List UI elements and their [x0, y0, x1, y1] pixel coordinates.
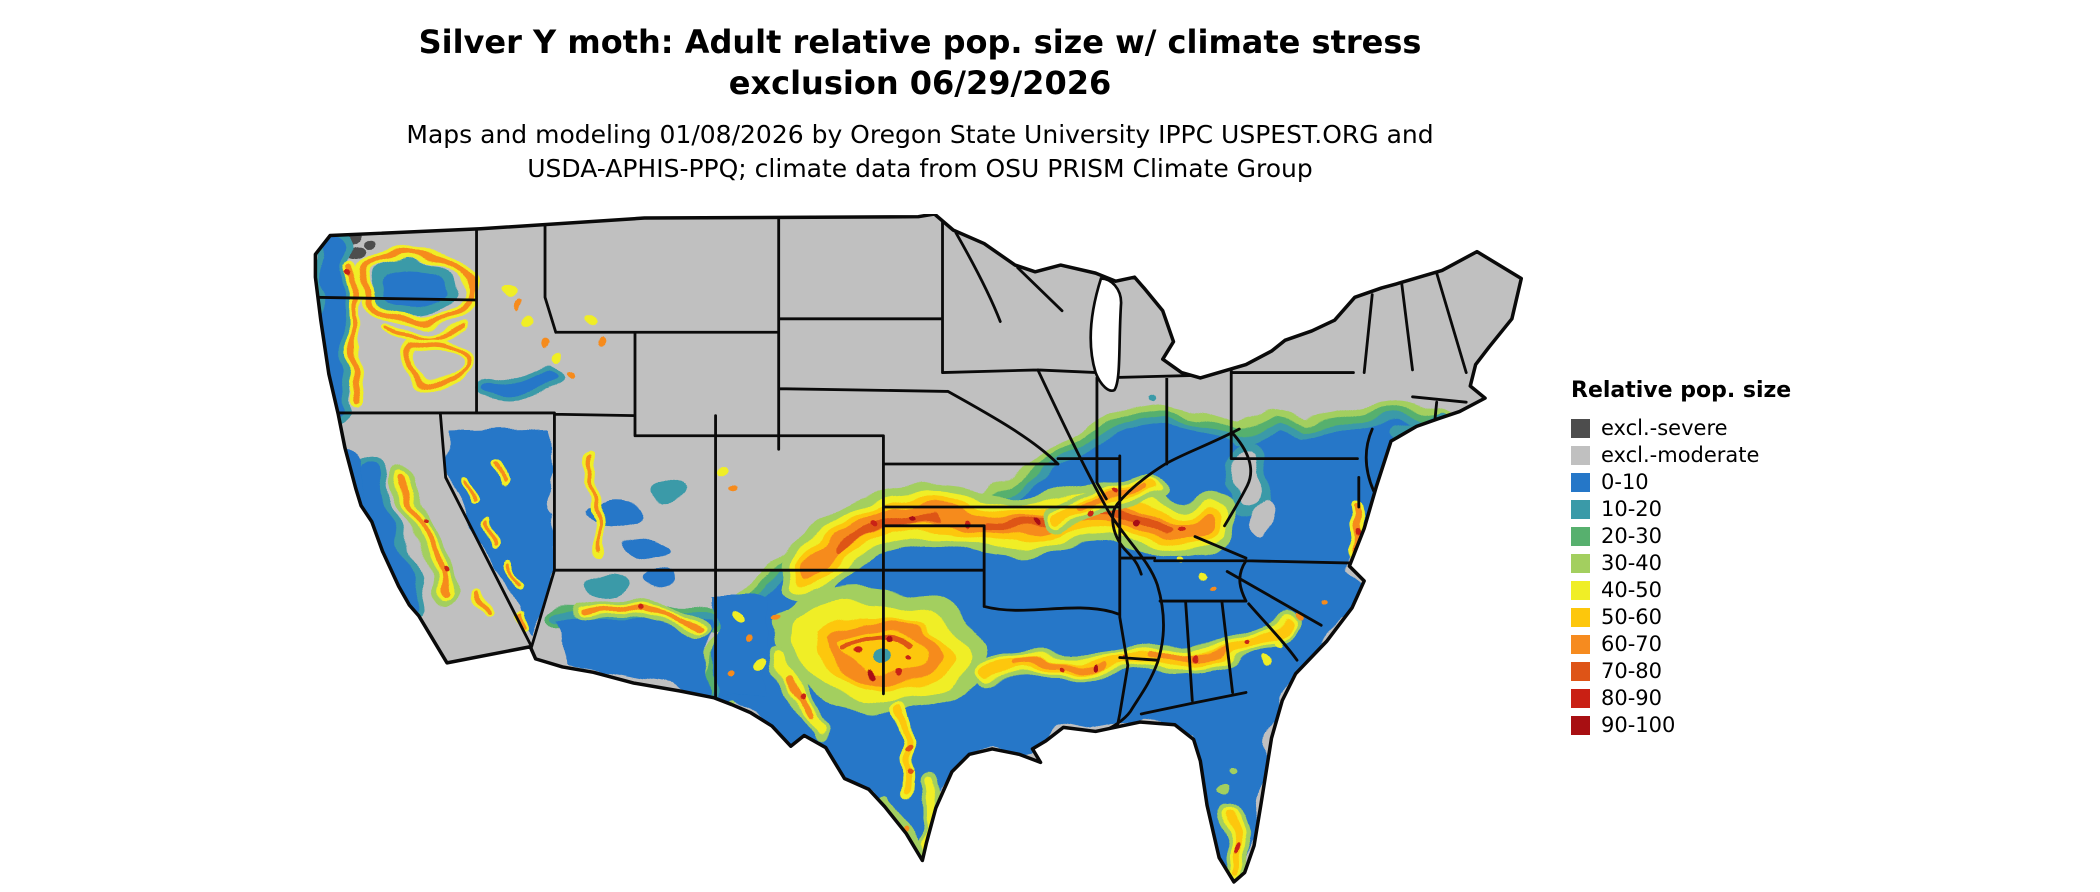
red-core-dots — [421, 490, 1363, 849]
legend-label: 10-20 — [1601, 497, 1663, 521]
us-map-svg — [313, 212, 1524, 884]
map-subtitle-line1: Maps and modeling 01/08/2026 by Oregon S… — [406, 120, 1434, 149]
legend-swatch — [1571, 662, 1590, 681]
us-raster — [315, 214, 1522, 882]
legend-title: Relative pop. size — [1571, 378, 1792, 403]
legend-label: 30-40 — [1601, 551, 1663, 575]
us-map — [306, 212, 1528, 886]
legend-row: 30-40 — [1571, 550, 1871, 577]
legend-row: excl.-moderate — [1571, 442, 1871, 469]
map-title-line1: Silver Y moth: Adult relative pop. size … — [418, 23, 1422, 61]
legend-swatch — [1571, 608, 1590, 627]
legend-row: 0-10 — [1571, 469, 1871, 496]
state-borders — [315, 215, 1468, 754]
legend: Relative pop. size excl.-severe excl.-mod… — [1571, 378, 1871, 739]
legend-items: excl.-severe excl.-moderate 0-10 10-20 20-30… — [1571, 415, 1871, 739]
legend-row: 40-50 — [1571, 577, 1871, 604]
legend-label: 70-80 — [1601, 659, 1663, 683]
us-outline — [313, 212, 1524, 884]
legend-swatch — [1571, 554, 1590, 573]
legend-swatch — [1571, 473, 1590, 492]
legend-label: excl.-moderate — [1601, 443, 1760, 467]
legend-row: 70-80 — [1571, 658, 1871, 685]
legend-row: excl.-severe — [1571, 415, 1871, 442]
map-subtitle-line2: USDA-APHIS-PPQ; climate data from OSU PR… — [527, 153, 1313, 183]
legend-row: 60-70 — [1571, 631, 1871, 658]
legend-row: 90-100 — [1571, 712, 1871, 739]
legend-row: 20-30 — [1571, 523, 1871, 550]
legend-label: 40-50 — [1601, 578, 1663, 602]
legend-swatch — [1571, 419, 1590, 438]
legend-swatch — [1571, 500, 1590, 519]
legend-label: excl.-severe — [1601, 416, 1728, 440]
legend-label: 50-60 — [1601, 605, 1663, 629]
legend-swatch — [1571, 581, 1590, 600]
legend-swatch — [1571, 689, 1590, 708]
map-subtitle: Maps and modeling 01/08/2026 by Oregon S… — [250, 118, 1590, 186]
lake-michigan — [1089, 277, 1123, 392]
legend-label: 20-30 — [1601, 524, 1663, 548]
legend-label: 80-90 — [1601, 686, 1663, 710]
legend-swatch — [1571, 635, 1590, 654]
map-title-line2: exclusion 06/29/2026 — [728, 63, 1112, 102]
legend-label: 0-10 — [1601, 470, 1649, 494]
legend-label: 90-100 — [1601, 713, 1676, 737]
population-raster — [315, 232, 1479, 882]
legend-swatch — [1571, 716, 1590, 735]
legend-row: 80-90 — [1571, 685, 1871, 712]
legend-swatch — [1571, 527, 1590, 546]
legend-row: 50-60 — [1571, 604, 1871, 631]
legend-swatch — [1571, 446, 1590, 465]
legend-row: 10-20 — [1571, 496, 1871, 523]
legend-label: 60-70 — [1601, 632, 1663, 656]
map-title: Silver Y moth: Adult relative pop. size … — [250, 22, 1590, 104]
